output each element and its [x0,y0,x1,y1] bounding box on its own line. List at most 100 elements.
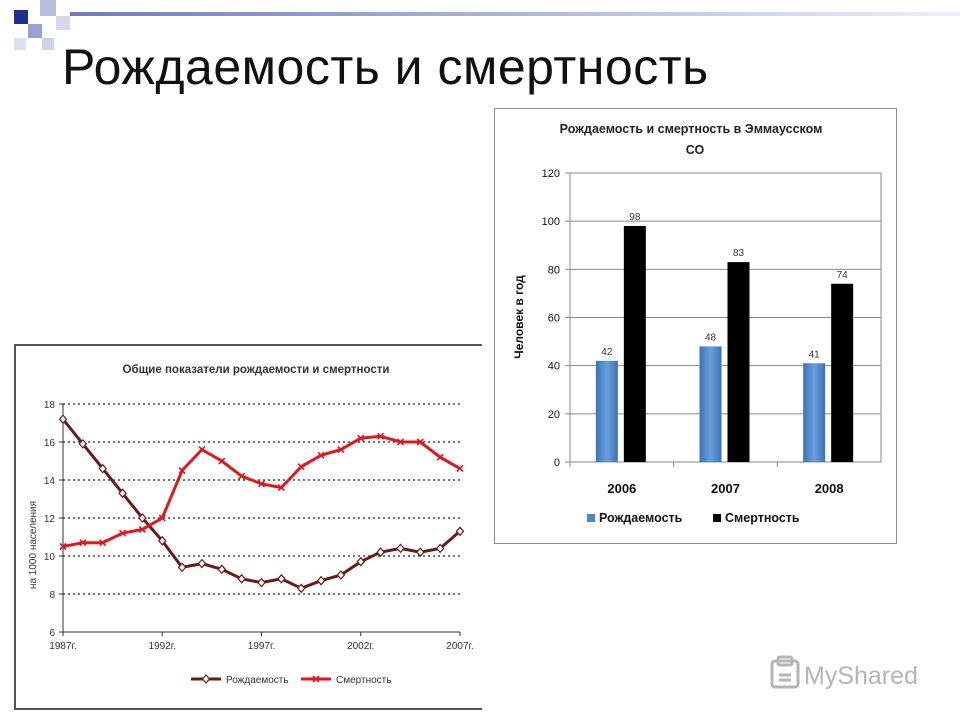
line-point-birth [316,575,326,586]
line-point-birth [138,513,147,523]
bar-death-2008 [831,283,854,462]
slide-title: Рождаемость и смертность [62,39,709,95]
corner-square-light [56,16,70,30]
bar-chart-xtick-label: 2006 [607,481,636,496]
bar-chart-xtick-label: 2008 [815,481,844,496]
line-point-birth [157,535,167,546]
line-chart-ytick-label: 16 [44,438,56,449]
line-point-death [297,463,305,471]
bar-chart-title-line1: Рождаемость и смертность в Эммаусском [560,122,823,136]
bar-legend-swatch [587,514,595,522]
line-point-death [79,539,87,547]
line-chart-ytick-label: 6 [49,628,55,639]
bar-chart: Рождаемость и смертность в Эммаусском СО… [512,122,882,525]
bar-value-label: 98 [629,212,641,223]
bar-value-label: 41 [809,349,821,360]
corner-square-dark [14,10,28,24]
line-chart-ytick-label: 12 [44,514,56,525]
line-point-birth [257,577,266,588]
line-point-death [118,529,127,537]
line-point-birth [98,463,107,474]
bar-birth-2007 [699,346,722,462]
bar-death-2007 [727,262,750,462]
bar-value-label: 83 [733,248,745,259]
corner-square-mid2 [28,24,42,38]
line-chart: Общие показатели рождаемости и смертност… [28,363,474,686]
line-point-birth [58,414,68,425]
bar-chart-ylabel: Человек в год [512,275,526,359]
bar-chart-ytick-label: 20 [548,409,560,421]
line-point-death [99,539,107,547]
line-point-birth [217,564,227,575]
line-point-death [377,432,385,440]
line-point-birth [118,488,127,499]
watermark-logo-icon: MyShared [770,655,918,690]
line-chart-xtick-label: 1987г. [49,641,76,652]
corner-square-light2 [42,38,54,50]
line-point-birth [356,556,366,567]
bar-death-2006 [623,225,646,462]
line-chart-xtick-label: 2007г. [446,641,473,652]
line-point-death [396,438,405,446]
top-rule [70,12,960,16]
line-point-death [416,438,424,446]
bar-legend-label: Рождаемость [599,511,683,525]
line-point-birth [296,583,306,594]
mysharead-watermark: MyShared [770,655,930,695]
line-point-death [456,465,464,473]
bar-chart-ytick-label: 80 [548,264,560,276]
line-point-death [436,453,444,461]
line-point-death [257,480,266,488]
bar-chart-ytick-label: 120 [542,168,560,180]
bar-legend-label: Смертность [725,511,800,525]
line-point-death [59,542,67,551]
line-point-death [337,446,345,454]
bar-chart-ytick-label: 60 [548,313,560,325]
line-chart-xtick-label: 1992г. [149,641,176,652]
line-chart-xtick-label: 2002г. [347,641,374,652]
line-point-birth [396,543,405,554]
bar-chart-panel: Рождаемость и смертность в Эммаусском СО… [494,108,897,544]
line-legend-marker [201,674,211,684]
line-point-death [218,457,226,465]
bar-value-label: 48 [705,332,717,343]
line-point-death [317,451,325,459]
line-point-birth [455,526,465,537]
line-chart-panel: Общие показатели рождаемости и смертност… [14,344,482,710]
bar-chart-ytick-label: 0 [554,457,560,469]
line-chart-ytick-label: 18 [44,400,56,411]
line-point-death [158,514,166,522]
bar-chart-ytick-label: 100 [542,216,560,228]
line-legend-label: Рождаемость [226,675,289,686]
line-point-death [277,484,285,492]
corner-square-light3 [14,38,26,50]
line-point-birth [197,558,207,569]
line-point-birth [376,547,385,558]
bar-chart-title-line2: СО [686,143,705,157]
bar-chart-ytick-label: 40 [548,361,560,373]
line-point-death [178,466,186,475]
line-chart-ytick-label: 10 [44,552,56,563]
line-point-birth [435,543,445,554]
line-point-death [357,434,365,442]
line-series-birth [61,418,461,590]
line-point-birth [177,562,187,573]
line-chart-xtick-label: 1997г. [248,641,275,652]
line-chart-title: Общие показатели рождаемости и смертност… [123,363,390,376]
line-point-birth [416,547,425,558]
line-point-birth [277,573,286,584]
line-legend-label: Смертность [336,675,391,686]
bar-birth-2008 [803,363,826,462]
corner-decoration [0,0,90,60]
watermark-text: MyShared [804,662,918,690]
line-chart-ytick-label: 14 [44,476,56,487]
bar-chart-xtick-label: 2007 [711,481,740,496]
line-chart-ylabel: на 1000 населения [28,501,39,589]
line-point-death [138,525,146,533]
line-point-death [238,472,246,480]
line-chart-ytick-label: 8 [49,590,55,601]
bar-value-label: 74 [837,270,849,281]
bar-birth-2006 [595,360,618,462]
line-point-birth [237,573,246,584]
corner-square-mid [40,0,56,16]
